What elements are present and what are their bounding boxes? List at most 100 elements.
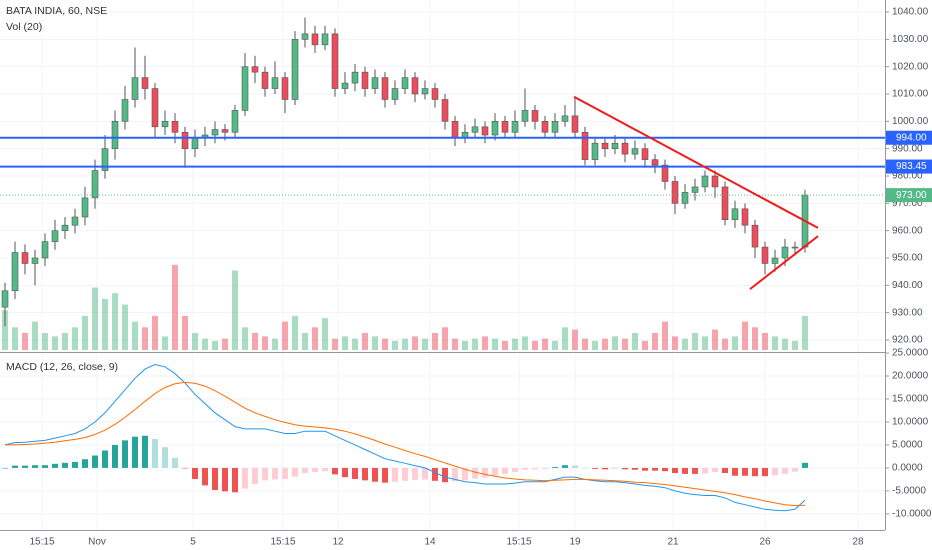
histogram-bar	[12, 465, 18, 468]
candle-body	[631, 148, 639, 155]
histogram-bar	[512, 467, 518, 473]
y-tick-label: 940.00	[892, 280, 923, 291]
volume-bar	[762, 332, 768, 350]
candle-body	[601, 142, 609, 149]
histogram-bar	[302, 467, 308, 473]
histogram-bar	[212, 467, 218, 491]
volume-bar	[202, 338, 208, 350]
volume-bar	[512, 338, 518, 350]
candle-body	[131, 77, 139, 100]
histogram-bar	[442, 467, 448, 483]
time-tick-label: 26	[759, 537, 771, 548]
time-tick-label: 28	[852, 537, 864, 548]
histogram-bar	[682, 467, 688, 474]
y-tick-label: 1030.00	[892, 34, 929, 45]
histogram-bar	[382, 467, 388, 483]
candle-body	[711, 175, 719, 188]
candle-body	[741, 208, 749, 226]
candle-body	[721, 186, 729, 221]
histogram-bar	[692, 467, 698, 474]
last-price-label: 973.00	[896, 190, 927, 201]
y-tick-label: 990.00	[892, 143, 923, 154]
volume-bar	[62, 332, 68, 350]
volume-bar	[72, 327, 78, 350]
volume-bar	[432, 332, 438, 350]
histogram-bar	[282, 467, 288, 479]
candle-body	[191, 137, 199, 149]
level-label: 994.00	[896, 132, 927, 143]
candle-body	[171, 121, 179, 133]
y-tick-label: 970.00	[892, 198, 923, 209]
y-tick-label: 930.00	[892, 307, 923, 318]
candle-body	[521, 110, 529, 122]
candle-body	[611, 142, 619, 149]
histogram-bar	[732, 467, 738, 476]
candle-body	[491, 121, 499, 136]
candle-body	[471, 126, 479, 133]
histogram-bar	[22, 465, 28, 468]
y-tick-label: 10.0000	[892, 417, 929, 428]
histogram-bar	[112, 444, 118, 468]
volume-bar	[162, 336, 168, 350]
volume-bar	[782, 338, 788, 350]
y-tick-label: 950.00	[892, 253, 923, 264]
last-price-bg	[886, 188, 932, 203]
histogram-bar	[772, 467, 778, 476]
candle-body	[241, 66, 249, 111]
histogram-bar	[482, 467, 488, 478]
volume-bar	[382, 338, 388, 350]
histogram-bar	[312, 467, 318, 473]
volume-bar	[302, 332, 308, 350]
candle-body	[501, 121, 509, 133]
macd-line	[5, 381, 806, 507]
candle-body	[701, 175, 709, 188]
candle-body	[591, 142, 599, 160]
volume-bar	[292, 315, 298, 350]
histogram-bar	[82, 459, 88, 468]
histogram-bar	[752, 467, 758, 477]
macd-line	[4, 363, 806, 512]
histogram-bar	[802, 462, 808, 468]
candle-body	[111, 121, 119, 149]
histogram-bar	[642, 467, 648, 471]
volume-bar	[442, 327, 448, 350]
volume-bar	[582, 338, 588, 350]
volume-bar	[612, 336, 618, 350]
level-label-bg	[886, 159, 932, 174]
volume-bar	[702, 336, 708, 350]
volume-bar	[502, 340, 508, 350]
histogram-bar	[72, 461, 78, 468]
histogram-bar	[662, 467, 668, 472]
volume-bar	[42, 332, 48, 350]
candle-body	[291, 39, 299, 100]
candle-body	[451, 121, 459, 139]
volume-bar	[602, 338, 608, 350]
volume-bar	[772, 336, 778, 350]
histogram-bar	[792, 467, 798, 472]
y-tick-label: 0.0000	[892, 463, 923, 474]
histogram-bar	[472, 467, 478, 479]
candle-body	[581, 131, 589, 160]
histogram-bar	[332, 467, 338, 475]
volume-bar	[752, 327, 758, 350]
time-tick-label: 15:15	[506, 537, 531, 548]
histogram-bar	[172, 457, 178, 468]
histogram-bar	[522, 467, 528, 470]
histogram-bar	[572, 465, 578, 468]
volume-bar	[552, 340, 558, 350]
volume-bar	[102, 298, 108, 350]
y-tick-label: 5.0000	[892, 440, 923, 451]
histogram-bar	[182, 467, 188, 469]
histogram-bar	[672, 467, 678, 473]
histogram-bar	[622, 467, 628, 470]
time-tick-label: Nov	[88, 537, 106, 548]
histogram-bar	[742, 467, 748, 476]
volume-bar	[262, 336, 268, 350]
volume-bar	[542, 338, 548, 350]
histogram-bar	[242, 467, 248, 489]
candle-body	[651, 159, 659, 166]
volume-bar	[342, 336, 348, 350]
volume-bar	[712, 329, 718, 350]
histogram-bar	[592, 467, 598, 469]
histogram-bar	[652, 467, 658, 471]
